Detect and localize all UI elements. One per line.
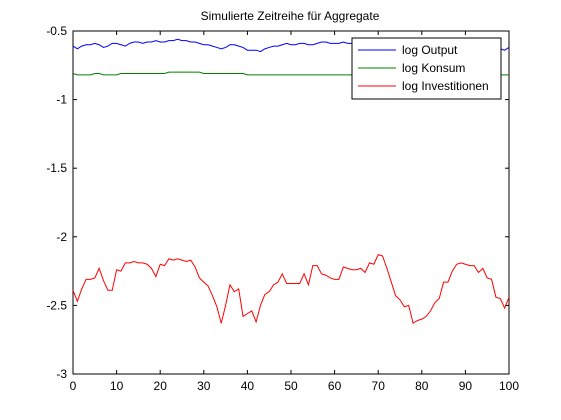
x-tick-label: 20 — [154, 379, 168, 393]
x-tick-label: 90 — [459, 379, 473, 393]
x-tick-label: 60 — [328, 379, 342, 393]
legend-label-log-investitionen: log Investitionen — [402, 79, 489, 93]
x-tick-label: 70 — [372, 379, 386, 393]
x-tick-label: 0 — [70, 379, 77, 393]
y-tick-label: -1 — [56, 93, 67, 107]
x-tick-label: 30 — [197, 379, 211, 393]
y-tick-label: -0.5 — [46, 24, 67, 38]
chart-title: Simulierte Zeitreihe für Aggregate — [201, 9, 380, 23]
x-tick-label: 10 — [110, 379, 124, 393]
y-tick-label: -3 — [56, 367, 67, 381]
series-line-log-investitionen — [72, 254, 510, 325]
legend-label-log-konsum: log Konsum — [402, 61, 465, 75]
x-tick-label: 50 — [284, 379, 298, 393]
y-tick-label: -2 — [56, 230, 67, 244]
legend: log Output log Konsum log Investitionen — [351, 37, 502, 100]
y-tick-label: -2.5 — [46, 298, 67, 312]
x-tick-label: 100 — [499, 379, 519, 393]
legend-label-log-output: log Output — [402, 43, 458, 57]
x-tick-label: 40 — [241, 379, 255, 393]
x-tick-label: 80 — [415, 379, 429, 393]
y-tick-label: -1.5 — [46, 161, 67, 175]
